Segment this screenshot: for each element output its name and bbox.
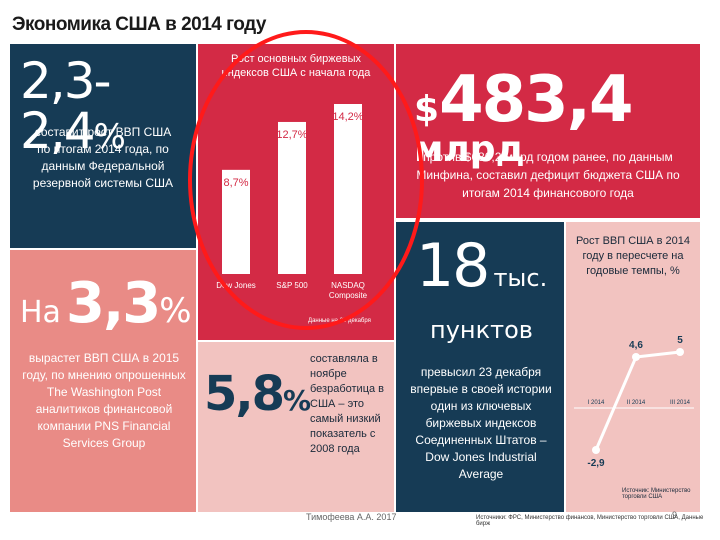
gdp-point-0 [592, 446, 600, 454]
gdp-category-label-0: I 2014 [588, 400, 605, 406]
gdp-chart-note: Источник: Министерство торговли США [622, 488, 691, 500]
page-title: Экономика США в 2014 году [12, 14, 267, 35]
forecast-panel: На 3,3% вырастет ВВП США в 2015 году, по… [10, 250, 196, 512]
deficit-panel: $483,4 млрд против $680,2 млрд годом ран… [396, 44, 700, 218]
forecast-prefix: На [20, 295, 61, 330]
gdp-chart-panel: Рост ВВП США в 2014 году в пересчете на … [566, 222, 700, 512]
gdp-point-2 [676, 348, 684, 356]
unemployment-value: 5,8 [204, 366, 285, 422]
annotation-circle [188, 30, 424, 330]
gdp-growth-value: 2,3-2,4 [20, 52, 112, 160]
gdp-category-label-1: II 2014 [627, 400, 646, 406]
gdp-value-label-0: -2,9 [587, 458, 605, 469]
dow-panel: 18 тыс. пунктов превысил 23 декабря впер… [396, 222, 564, 512]
gdp-growth-unit: % [93, 117, 126, 157]
forecast-value: 3,3 [66, 271, 161, 336]
gdp-chart-title: Рост ВВП США в 2014 году в пересчете на … [576, 235, 690, 277]
dow-unit: тыс. [493, 264, 548, 292]
gdp-category-label-2: III 2014 [670, 400, 691, 406]
deficit-value: 483,4 [439, 63, 633, 137]
gdp-value-label-2: 5 [677, 335, 683, 346]
unemployment-text: составляла в ноябре безработица в США – … [310, 353, 385, 455]
gdp-growth-panel: 2,3-2,4% составит рост ВВП США по итогам… [10, 44, 196, 248]
gdp-point-1 [632, 352, 640, 361]
unemployment-unit: % [283, 384, 312, 417]
gdp-value-label-1: 4,6 [629, 340, 643, 351]
gdp-chart-svg: -2,9 I 2014 4,6 II 2014 5 III 2014 [574, 335, 694, 469]
footer-page: 9 [672, 510, 678, 520]
forecast-text: вырастет ВВП США в 2015 году, по мнению … [22, 351, 186, 450]
title-bar [10, 10, 700, 44]
forecast-unit: % [159, 291, 192, 331]
dow-unit2: пунктов [430, 316, 533, 344]
deficit-text: против $680,2 млрд годом ранее, по данны… [416, 150, 680, 200]
footer-author: Тимофеева А.А. 2017 [306, 512, 397, 522]
gdp-growth-text: составит рост ВВП США по итогам 2014 год… [32, 125, 174, 190]
unemployment-panel: 5,8% составляла в ноябре безработица в С… [198, 342, 394, 512]
deficit-prefix: $ [414, 89, 440, 130]
dow-text: превысил 23 декабря впервые в своей исто… [410, 365, 552, 481]
deficit-unit: млрд [414, 129, 525, 170]
footer-sources: Источники: ФРС, Министерство финансов, М… [476, 515, 704, 527]
dow-value: 18 [416, 231, 490, 301]
